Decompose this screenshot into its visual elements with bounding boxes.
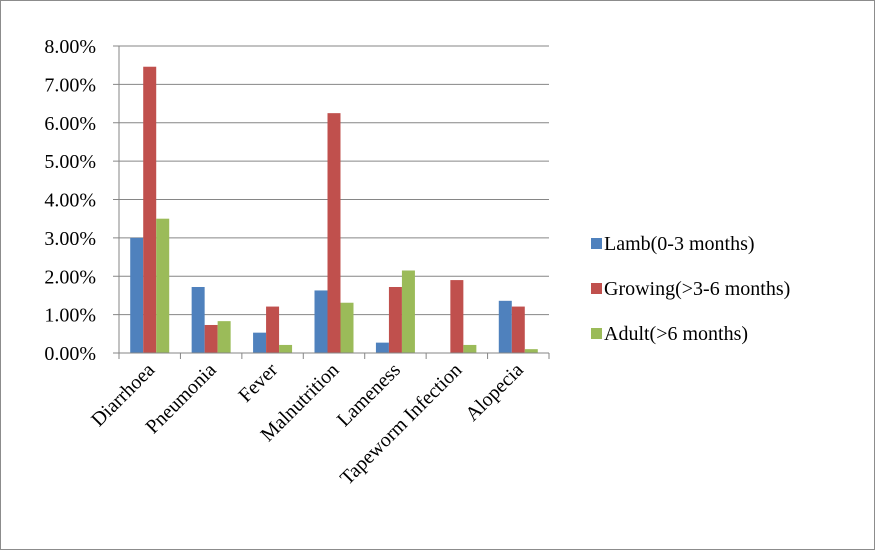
legend-label: Growing(>3-6 months)	[604, 278, 790, 300]
legend-swatch	[591, 238, 602, 249]
bar-malnutrition-series-1	[327, 113, 341, 353]
bar-fever-series-2	[279, 344, 293, 353]
x-tick-label: Fever	[234, 359, 282, 407]
bar-fever-series-1	[266, 306, 280, 353]
bar-alopecia-series-0	[498, 300, 512, 353]
y-tick-label: 8.00%	[44, 36, 96, 58]
bar-diarrhoea-series-0	[130, 237, 144, 353]
bar-lameness-series-2	[401, 270, 415, 353]
y-tick-label: 4.00%	[44, 190, 96, 212]
bars	[130, 66, 538, 353]
y-tick-label: 2.00%	[44, 266, 96, 288]
bar-lameness-series-1	[388, 286, 402, 353]
bar-tapeworm-infection-series-2	[463, 344, 477, 353]
y-tick-label: 0.00%	[44, 343, 96, 365]
bar-pneumonia-series-0	[191, 286, 205, 353]
legend-swatch	[591, 283, 602, 294]
y-tick-labels: 0.00% 1.00% 2.00% 3.00% 4.00% 5.00% 6.00% 7.00%…	[44, 36, 96, 365]
y-tick-label: 5.00%	[44, 151, 96, 173]
y-tick-label: 3.00%	[44, 228, 96, 250]
bar-alopecia-series-1	[511, 306, 525, 353]
bar-alopecia-series-2	[524, 349, 538, 353]
x-tick-label: Tapeworm Infection	[336, 359, 466, 489]
x-tick-label: Alopecia	[461, 359, 528, 426]
bar-malnutrition-series-2	[340, 302, 354, 353]
y-tick-label: 1.00%	[44, 305, 96, 327]
bar-diarrhoea-series-1	[143, 66, 157, 353]
y-tick-label: 7.00%	[44, 74, 96, 96]
legend-swatch	[591, 328, 602, 339]
bar-pneumonia-series-1	[204, 324, 218, 353]
bar-fever-series-0	[253, 332, 267, 353]
legend-label: Lamb(0-3 months)	[604, 233, 755, 255]
axes	[113, 45, 550, 359]
legend-label: Adult(>6 months)	[604, 323, 748, 345]
bar-pneumonia-series-2	[217, 321, 231, 353]
y-tick-label: 6.00%	[44, 113, 96, 135]
bar-tapeworm-infection-series-1	[450, 280, 464, 353]
bar-malnutrition-series-0	[314, 290, 328, 353]
bar-diarrhoea-series-2	[156, 218, 170, 353]
legend: Lamb(0-3 months) Growing(>3-6 months) Adul…	[591, 233, 790, 345]
bar-lameness-series-0	[375, 342, 389, 353]
